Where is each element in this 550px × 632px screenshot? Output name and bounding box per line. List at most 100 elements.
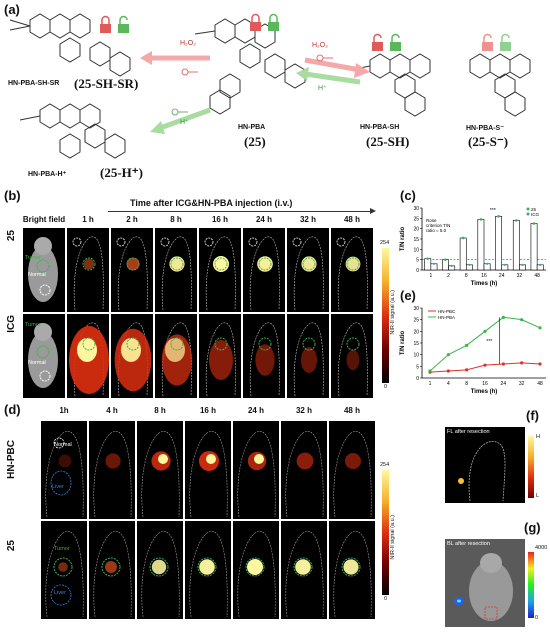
mol2-code: (25) xyxy=(244,134,266,149)
mouse-outline xyxy=(337,322,368,397)
legend-hn-pba: HN-PBA xyxy=(438,315,455,320)
liver-signal xyxy=(345,453,361,469)
tumor-roi xyxy=(346,257,360,271)
point-25 xyxy=(426,257,430,260)
tumor-roi xyxy=(126,257,140,271)
legend-icg: ICG xyxy=(531,212,540,217)
point-icg xyxy=(432,262,436,265)
cbar-f-min: L xyxy=(536,493,540,499)
colorbar-f xyxy=(528,436,534,498)
x-tick-label: 24 xyxy=(499,273,505,279)
imaging-panel xyxy=(232,420,280,520)
tumor-roi xyxy=(346,337,360,351)
point-25 xyxy=(444,258,447,261)
column-header: 2 h xyxy=(126,215,138,224)
mouse-outline xyxy=(249,322,280,397)
y-tick-label: 5 xyxy=(416,364,419,370)
column-header: 24 h xyxy=(255,215,272,224)
body-signal xyxy=(346,349,360,371)
liver-label: Liver xyxy=(52,484,64,490)
column-header: 1h xyxy=(59,406,69,415)
cbar-d-label: NIR-II signal (a.u.) xyxy=(390,515,396,560)
liver-signal xyxy=(58,454,72,468)
x-tick-label: 4 xyxy=(447,381,450,387)
cbar-d-min: 0 xyxy=(384,596,388,602)
tumor-roi xyxy=(126,337,140,351)
bl-title: BL after resection xyxy=(447,541,490,547)
imaging-panel xyxy=(286,227,330,313)
imaging-panel xyxy=(66,313,110,399)
cbar-g-max: 4000 xyxy=(535,545,548,551)
cbar-d-max: 254 xyxy=(380,462,390,468)
imaging-panel xyxy=(330,313,374,399)
point-icg xyxy=(521,263,524,266)
mouse-outline xyxy=(45,531,84,618)
liver-hot xyxy=(254,454,264,464)
y-tick-label: 25 xyxy=(413,216,419,222)
mouse-outline xyxy=(333,431,372,518)
hplus-label: H⁺ xyxy=(180,119,189,126)
mouse-outline xyxy=(117,236,148,311)
panel-label-c: (c) xyxy=(400,188,416,203)
point-icg xyxy=(468,263,471,266)
lock-icon xyxy=(250,13,279,31)
panel-label-d: (d) xyxy=(4,402,21,417)
y-tick-label: 20 xyxy=(413,329,419,335)
liver-roi xyxy=(50,584,72,606)
significance-mark: *** xyxy=(490,208,496,214)
mouse-outline xyxy=(73,236,104,311)
normal-label: Normal xyxy=(28,272,46,278)
mol4-code: (25-S⁻) xyxy=(468,134,509,149)
tumor-signal xyxy=(169,256,185,272)
tumor-signal xyxy=(295,559,311,575)
mouse-outline xyxy=(249,236,280,311)
panel-b-title: Time after ICG&HN-PBA injection (i.v.) xyxy=(130,198,293,208)
mouse-silhouette xyxy=(28,332,58,388)
tumor-signal xyxy=(343,559,359,575)
hplus-label: H⁺ xyxy=(318,85,327,92)
mol3-label: HN-PBA-SH xyxy=(360,124,400,131)
y-tick-label: 30 xyxy=(413,306,419,312)
y-tick-label: 10 xyxy=(413,247,419,253)
column-header: 1 h xyxy=(82,215,94,224)
imaging-panel xyxy=(136,520,184,620)
chart-c: 0 5 10 15 20 25 30 1 2 8 16 24 32 48 Times (h) T/N rati… xyxy=(400,206,546,287)
mouse-outline xyxy=(45,431,84,518)
column-header: 48 h xyxy=(343,215,360,224)
mouse-outline xyxy=(333,531,372,618)
point-25 xyxy=(497,214,500,218)
tumor-roi xyxy=(302,337,316,351)
tumor-roi xyxy=(245,557,265,577)
x-tick-label: 1 xyxy=(429,273,432,279)
x-tick-label: 8 xyxy=(465,381,468,387)
reaction-arrow xyxy=(140,51,370,134)
cbar-g-min: 0 xyxy=(535,615,539,621)
mouse-outline xyxy=(189,431,228,518)
mol1-label: HN-PBA-SH-SR xyxy=(8,80,60,87)
tumor-roi xyxy=(101,557,121,577)
imaging-panel xyxy=(232,520,280,620)
mouse-head xyxy=(34,323,52,341)
mouse-outline xyxy=(293,322,324,397)
fl-image: FL after resection xyxy=(444,426,526,504)
mouse-outline xyxy=(93,531,132,618)
x-tick-label: 48 xyxy=(537,381,543,387)
x-axis-label: Times (h) xyxy=(471,389,498,395)
x-tick-label: 16 xyxy=(482,381,488,387)
tumor-roi xyxy=(36,259,50,273)
point-icg xyxy=(486,262,489,265)
imaging-panel xyxy=(22,227,66,313)
panel-label-g: (g) xyxy=(524,520,541,535)
imaging-panel xyxy=(280,520,328,620)
x-tick-label: 2 xyxy=(447,273,450,279)
y-tick-label: 0 xyxy=(416,268,419,274)
data-point xyxy=(483,329,487,333)
tumor-signal xyxy=(247,559,263,575)
bar-25 xyxy=(530,223,538,271)
data-point xyxy=(465,368,469,372)
x-tick-label: 32 xyxy=(517,273,523,279)
tumor-roi xyxy=(258,257,272,271)
molecule-hn-pba-h-plus xyxy=(19,103,126,159)
h2o2-label: H₂O₂ xyxy=(312,42,328,49)
mouse-outline xyxy=(161,236,192,311)
